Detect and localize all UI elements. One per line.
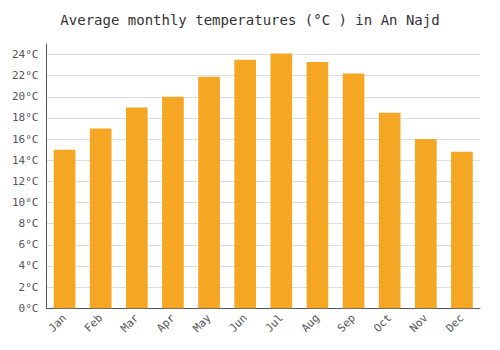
svg-text:Sep: Sep	[335, 312, 358, 335]
svg-text:Average monthly temperatures (: Average monthly temperatures (°C ) in An…	[60, 12, 439, 28]
svg-text:10°C: 10°C	[12, 196, 39, 209]
svg-text:22°C: 22°C	[12, 69, 39, 82]
svg-text:Feb: Feb	[82, 312, 105, 335]
svg-text:18°C: 18°C	[12, 111, 39, 124]
svg-text:Nov: Nov	[407, 311, 430, 334]
svg-text:Dec: Dec	[443, 312, 466, 335]
svg-text:2°C: 2°C	[19, 281, 39, 294]
svg-text:Aug: Aug	[299, 312, 322, 335]
svg-text:16°C: 16°C	[12, 133, 39, 146]
svg-text:May: May	[190, 311, 213, 334]
svg-text:0°C: 0°C	[19, 302, 39, 315]
svg-text:Jun: Jun	[227, 312, 250, 335]
svg-text:Jan: Jan	[46, 312, 69, 335]
svg-text:Apr: Apr	[154, 311, 177, 334]
svg-text:12°C: 12°C	[12, 175, 39, 188]
svg-text:14°C: 14°C	[12, 154, 39, 167]
svg-text:24°C: 24°C	[12, 48, 39, 61]
svg-text:8°C: 8°C	[19, 217, 39, 230]
svg-text:6°C: 6°C	[19, 238, 39, 251]
svg-text:Jul: Jul	[263, 312, 286, 335]
svg-text:20°C: 20°C	[12, 90, 39, 103]
svg-text:4°C: 4°C	[19, 259, 39, 272]
svg-text:Oct: Oct	[371, 312, 394, 335]
svg-text:Mar: Mar	[118, 311, 141, 334]
